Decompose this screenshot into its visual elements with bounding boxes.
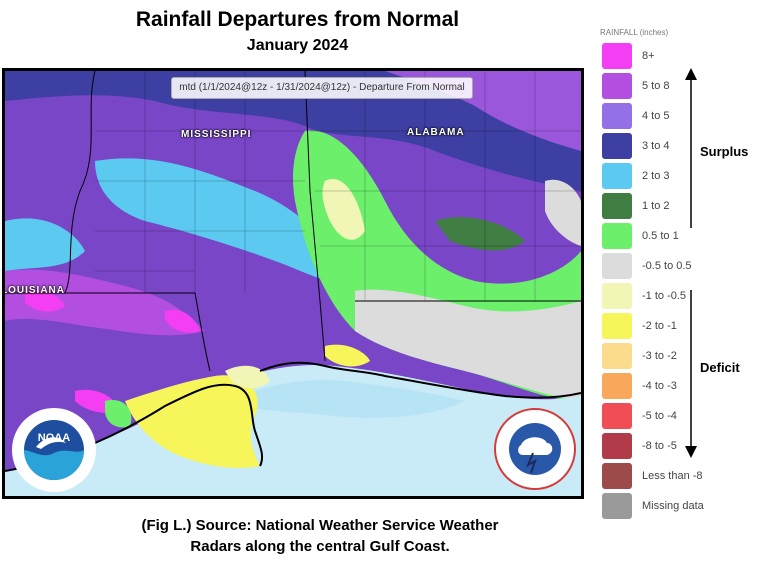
legend-item: -4 to -3 xyxy=(600,373,757,403)
legend-item: 3 to 4 xyxy=(600,133,757,163)
figure-caption: (Fig L.) Source: National Weather Servic… xyxy=(0,515,640,557)
legend-swatch xyxy=(602,103,632,129)
legend-label: 0.5 to 1 xyxy=(642,230,679,242)
legend-label: 2 to 3 xyxy=(642,170,670,182)
page-title: Rainfall Departures from Normal xyxy=(135,8,460,31)
legend-swatch xyxy=(602,193,632,219)
legend-item: -3 to -2 xyxy=(600,343,757,373)
legend-label: Missing data xyxy=(642,500,704,512)
legend-item: -5 to -4 xyxy=(600,403,757,433)
legend-label: -1 to -0.5 xyxy=(642,290,687,302)
legend-label: -3 to -2 xyxy=(642,350,677,362)
legend-swatch xyxy=(602,223,632,249)
legend-swatch xyxy=(602,403,632,429)
legend-label: 1 to 2 xyxy=(642,200,670,212)
legend-swatch xyxy=(602,463,632,489)
deficit-label: Deficit xyxy=(700,360,740,375)
legend-label: -8 to -5 xyxy=(642,440,677,452)
legend-swatch xyxy=(602,253,632,279)
legend-label: 4 to 5 xyxy=(642,110,670,122)
legend-item: -0.5 to 0.5 xyxy=(600,253,757,283)
legend-swatch xyxy=(602,313,632,339)
legend-label: -5 to -4 xyxy=(642,410,677,422)
caption-line-2: Radars along the central Gulf Coast. xyxy=(190,538,450,555)
map-legend: RAINFALL (inches) 8+ 5 to 8 4 to 5 3 to 4 2 … xyxy=(600,28,757,523)
legend-item: -1 to -0.5 xyxy=(600,283,757,313)
noaa-logo: NOAA xyxy=(11,407,97,496)
svg-text:NOAA: NOAA xyxy=(38,432,70,444)
page-subtitle: January 2024 xyxy=(246,37,349,54)
legend-label: 3 to 4 xyxy=(642,140,670,152)
legend-swatch xyxy=(602,373,632,399)
surplus-label: Surplus xyxy=(700,144,749,159)
legend-item: 8+ xyxy=(600,43,757,73)
legend-swatch xyxy=(602,343,632,369)
state-label-mississippi: MISSISSIPPI xyxy=(181,129,252,140)
legend-swatch xyxy=(602,283,632,309)
surplus-deficit-arrows xyxy=(685,68,697,458)
map-date-range-header: mtd (1/1/2024@12z - 1/31/2024@12z) - Dep… xyxy=(171,77,473,99)
legend-swatch xyxy=(602,43,632,69)
legend-item: -2 to -1 xyxy=(600,313,757,343)
state-label-louisiana: LOUISIANA xyxy=(2,285,65,296)
legend-swatch xyxy=(602,73,632,99)
legend-item: Missing data xyxy=(600,493,757,523)
legend-label: -4 to -3 xyxy=(642,380,677,392)
legend-title: RAINFALL (inches) xyxy=(600,28,669,37)
legend-item: 4 to 5 xyxy=(600,103,757,133)
legend-swatch xyxy=(602,433,632,459)
legend-item: 1 to 2 xyxy=(600,193,757,223)
legend-item: 2 to 3 xyxy=(600,163,757,193)
map-canvas xyxy=(5,71,581,496)
state-label-alabama: ALABAMA xyxy=(407,127,465,138)
caption-line-1: (Fig L.) Source: National Weather Servic… xyxy=(141,517,499,534)
legend-item: 0.5 to 1 xyxy=(600,223,757,253)
legend-item: Less than -8 xyxy=(600,463,757,493)
legend-label: -2 to -1 xyxy=(642,320,677,332)
legend-item: 5 to 8 xyxy=(600,73,757,103)
legend-swatch xyxy=(602,163,632,189)
nws-logo xyxy=(493,407,577,496)
legend-label: 8+ xyxy=(642,50,655,62)
legend-label: Less than -8 xyxy=(642,470,703,482)
legend-label: -0.5 to 0.5 xyxy=(642,260,692,272)
legend-item: -8 to -5 xyxy=(600,433,757,463)
legend-swatch xyxy=(602,493,632,519)
legend-swatch xyxy=(602,133,632,159)
legend-label: 5 to 8 xyxy=(642,80,670,92)
rainfall-map[interactable]: mtd (1/1/2024@12z - 1/31/2024@12z) - Dep… xyxy=(2,68,584,499)
